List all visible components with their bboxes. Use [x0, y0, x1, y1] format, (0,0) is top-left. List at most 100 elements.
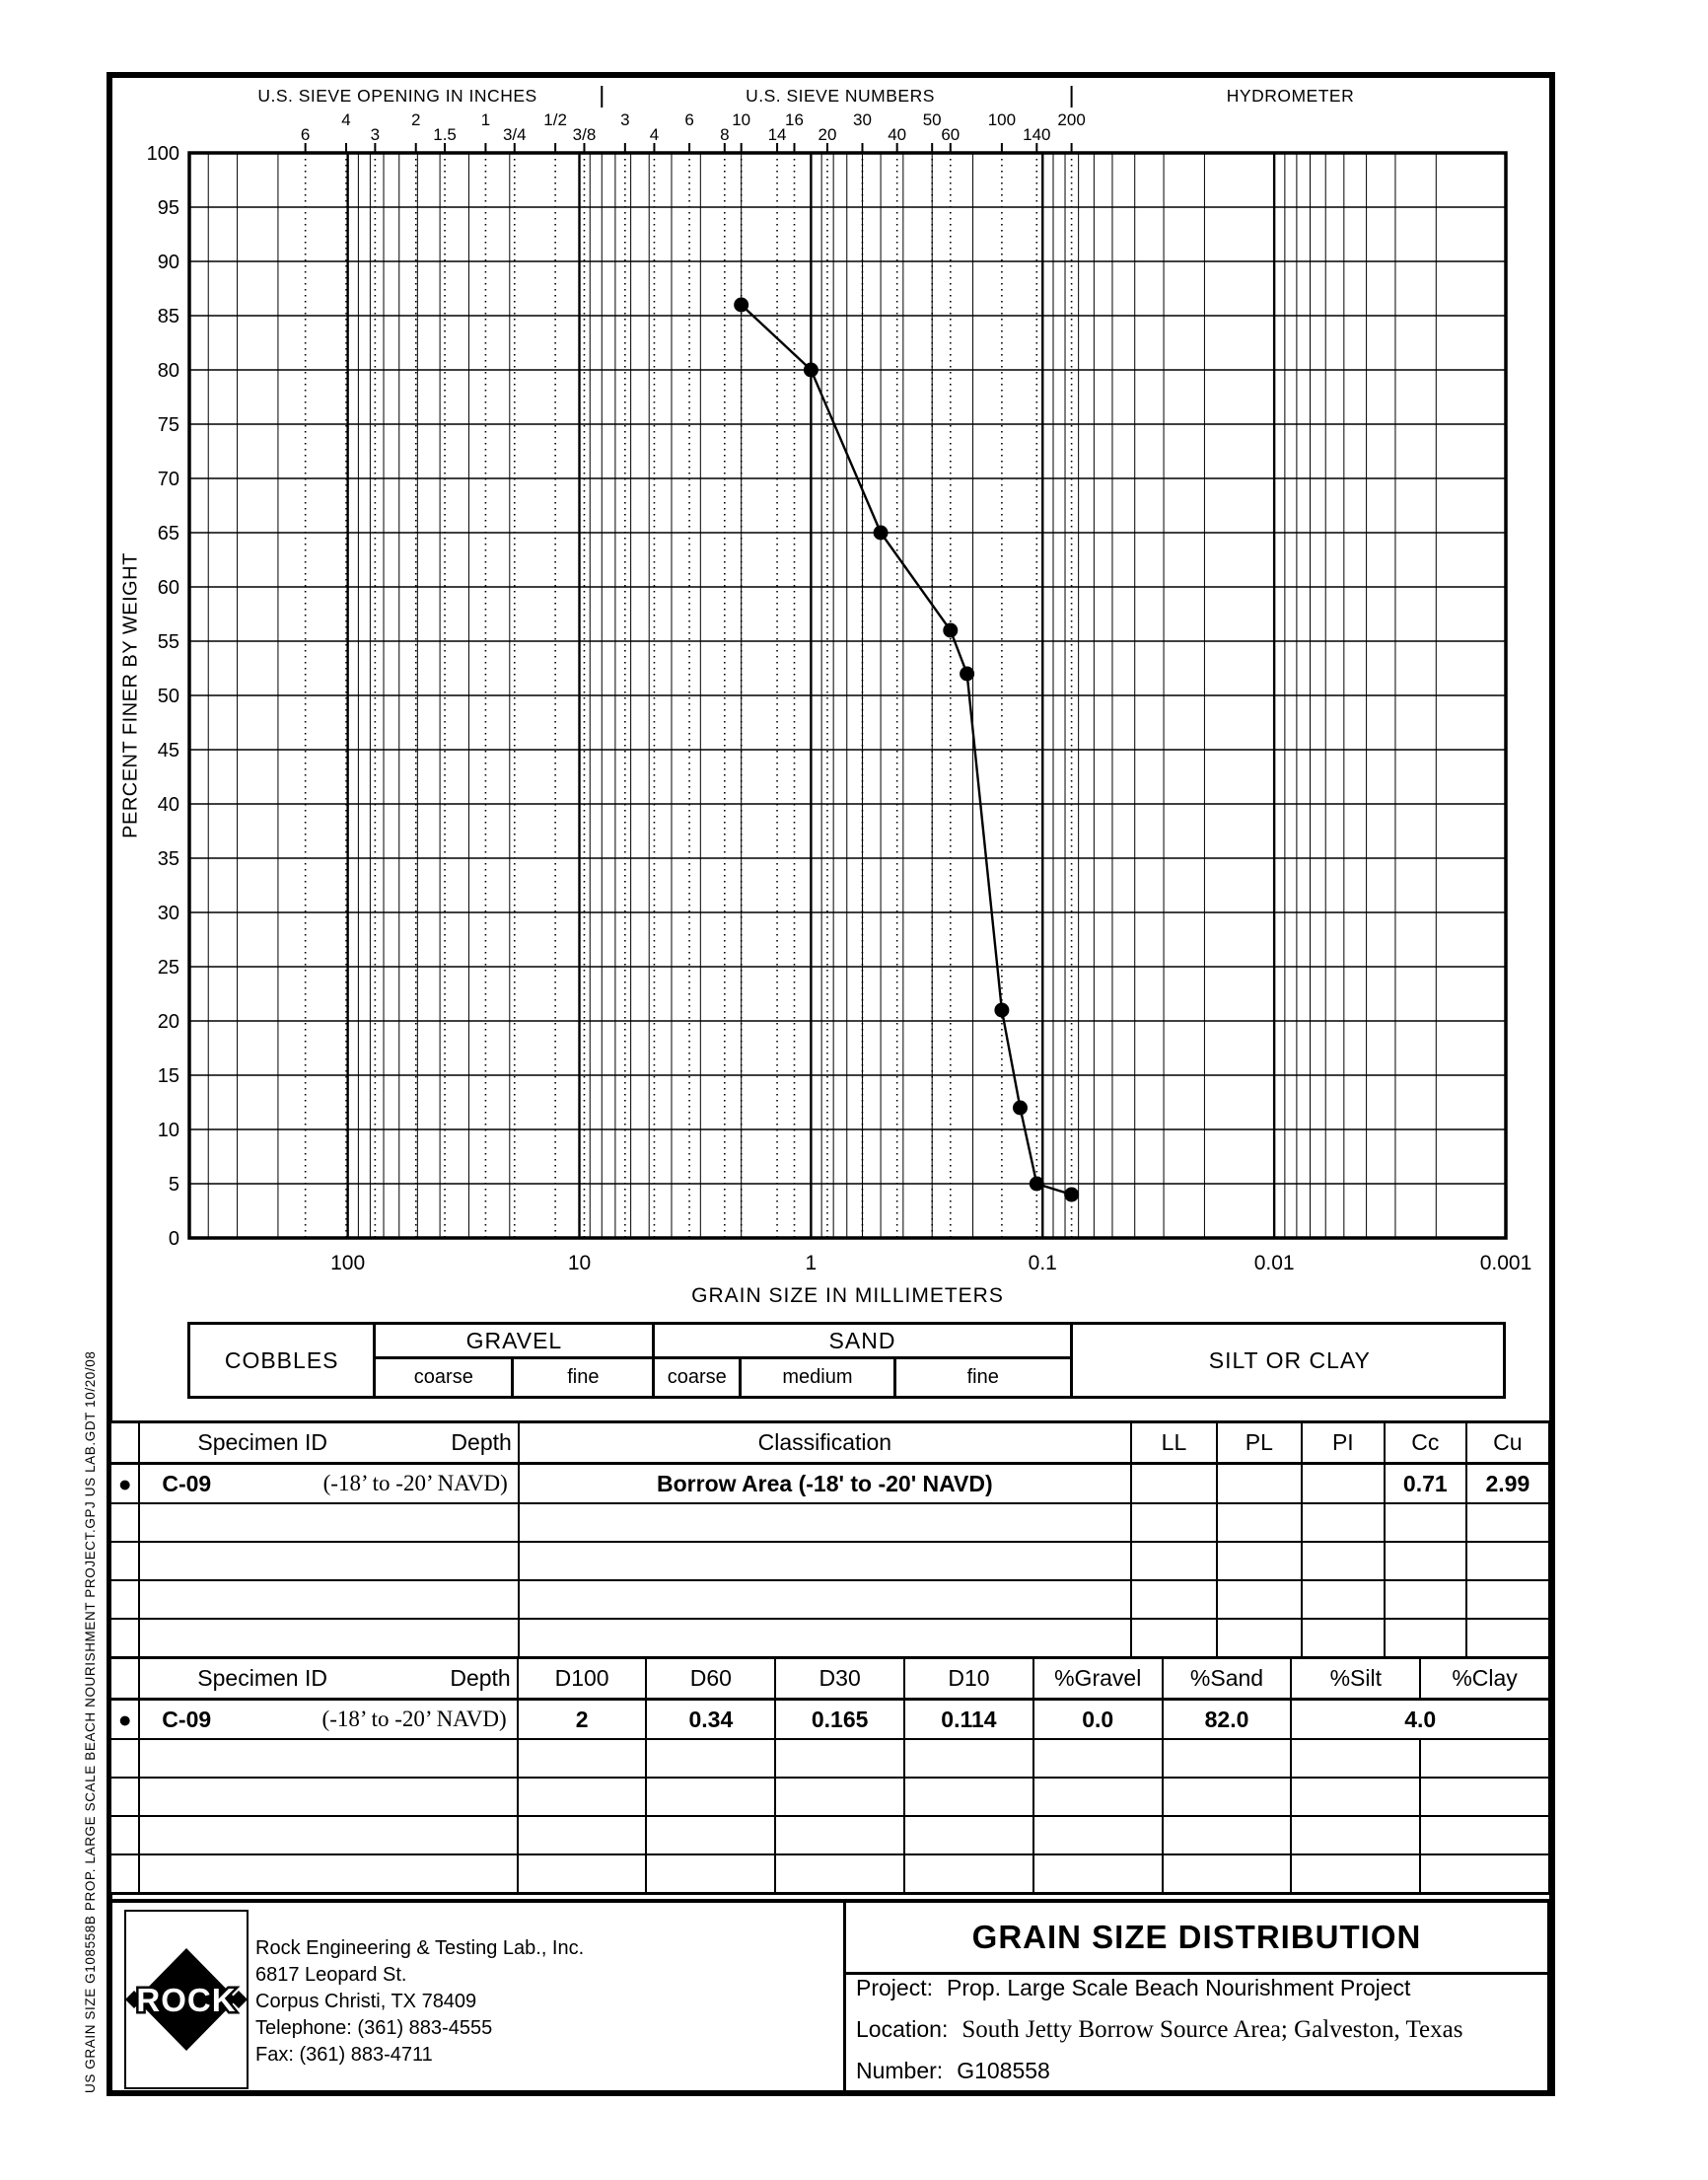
y-tick-label: 40 [158, 794, 179, 816]
empty-cell [903, 1777, 1034, 1817]
header-sieve-numbers-title: U.S. SIEVE NUMBERS [746, 86, 935, 106]
empty-cell [138, 1541, 520, 1581]
specimen-id-value: C-09 [162, 1706, 212, 1732]
class-subgroup-row: coarse medium fine [655, 1359, 1069, 1396]
ll-header: LL [1129, 1420, 1219, 1465]
empty-cell [645, 1815, 777, 1855]
empty-cell [1161, 1815, 1293, 1855]
gravel-header: %Gravel [1032, 1656, 1164, 1701]
empty-cell [1161, 1777, 1293, 1817]
symbol-cell: ● [108, 1462, 141, 1504]
empty-cell [1383, 1502, 1467, 1543]
x-tick-label: 1 [806, 1252, 818, 1274]
symbol-header [108, 1420, 141, 1465]
class-group-silt-or-clay: SILT OR CLAY [1073, 1325, 1507, 1396]
cu-cell: 2.99 [1464, 1462, 1551, 1504]
empty-cell [774, 1815, 906, 1855]
sieve-tick-label: 1 [481, 110, 490, 129]
empty-cell [774, 1853, 906, 1895]
data-point [873, 525, 889, 541]
empty-cell [108, 1579, 141, 1620]
pi-header: PI [1300, 1420, 1386, 1465]
sieve-tick-label: 6 [301, 125, 310, 144]
empty-cell [645, 1738, 777, 1779]
location-value: South Jetty Borrow Source Area; Galvesto… [961, 2016, 1463, 2043]
empty-cell [1419, 1777, 1551, 1817]
sidebar-filename-text: US GRAIN SIZE G108558B PROP. LARGE SCALE… [83, 1350, 98, 2094]
rock-logo-text: ROCK [136, 1982, 236, 2018]
empty-cell [1129, 1541, 1219, 1581]
empty-cell [517, 1541, 1132, 1581]
d60-cell: 0.34 [645, 1698, 777, 1740]
empty-cell [108, 1777, 141, 1817]
y-tick-label: 90 [158, 252, 179, 273]
company-phone: Telephone: (361) 883-4555 [255, 2017, 493, 2039]
y-tick-label: 10 [158, 1120, 179, 1141]
x-axis-title: GRAIN SIZE IN MILLIMETERS [691, 1284, 1004, 1307]
empty-cell [903, 1738, 1034, 1779]
class-group-label: COBBLES [224, 1346, 339, 1373]
depth-value: (-18’ to -20’ NAVD) [321, 1707, 507, 1731]
table-empty-row [108, 1738, 1551, 1779]
sieve-tick-label: 20 [818, 125, 837, 144]
empty-cell [1419, 1815, 1551, 1855]
empty-cell [138, 1618, 520, 1659]
sieve-tick-label: 10 [732, 110, 750, 129]
specimen-row: ● C-09 (-18’ to -20’ NAVD) Borrow Area (-18… [108, 1462, 1551, 1504]
empty-cell [1290, 1815, 1422, 1855]
class-subgroup-label: fine [966, 1366, 999, 1388]
company-street: 6817 Leopard St. [255, 1964, 407, 1986]
y-tick-label: 70 [158, 469, 179, 490]
symbol-header [108, 1656, 141, 1701]
location-row: Location: South Jetty Borrow Source Area… [846, 2016, 1547, 2058]
table-empty-row [108, 1502, 1551, 1543]
pi-cell [1300, 1462, 1386, 1504]
y-tick-label: 20 [158, 1011, 179, 1033]
company-logo: ROCK [124, 1910, 249, 2089]
y-tick-label: 55 [158, 631, 179, 653]
table-header-row: Specimen ID Depth Classification LL PL PI Cc Cu [108, 1420, 1551, 1465]
title-block: ROCK Rock Engineering & Testing Lab., In… [108, 1899, 1551, 2096]
pl-header: PL [1216, 1420, 1303, 1465]
empty-cell [1129, 1579, 1219, 1620]
empty-cell [108, 1502, 141, 1543]
empty-cell [1290, 1853, 1422, 1895]
empty-cell [1161, 1738, 1293, 1779]
empty-cell [516, 1738, 648, 1779]
empty-cell [1032, 1738, 1164, 1779]
empty-cell [138, 1815, 519, 1855]
rock-logo-icon: ROCK [125, 1948, 248, 2051]
empty-cell [138, 1738, 519, 1779]
y-tick-label: 30 [158, 903, 179, 924]
y-tick-label: 25 [158, 957, 179, 979]
empty-cell [138, 1502, 520, 1543]
sieve-tick-label: 3/8 [573, 125, 597, 144]
y-tick-label: 100 [147, 143, 179, 165]
sand-cell: 82.0 [1161, 1698, 1293, 1740]
report-info: GRAIN SIZE DISTRIBUTION Project: Prop. L… [846, 1903, 1547, 2092]
table-empty-row [108, 1541, 1551, 1581]
empty-cell [1129, 1502, 1219, 1543]
empty-cell [1383, 1541, 1467, 1581]
specimen-id-value: C-09 [162, 1470, 212, 1496]
class-subgroup-row: coarse fine [376, 1359, 652, 1396]
table-empty-row [108, 1815, 1551, 1855]
specimen-depth-header: Specimen ID Depth [138, 1420, 520, 1465]
class-subgroup-label: fine [567, 1366, 600, 1388]
report-title: GRAIN SIZE DISTRIBUTION [846, 1903, 1547, 1975]
empty-cell [138, 1853, 519, 1895]
company-name: Rock Engineering & Testing Lab., Inc. [255, 1937, 585, 1959]
symbol-cell: ● [108, 1698, 141, 1740]
y-tick-label: 0 [169, 1228, 179, 1250]
x-tick-label: 100 [330, 1252, 365, 1274]
sieve-tick-label: 8 [720, 125, 729, 144]
specimen-depth-cell: C-09 (-18’ to -20’ NAVD) [138, 1462, 520, 1504]
empty-cell [108, 1738, 141, 1779]
clay-header: %Clay [1419, 1656, 1551, 1701]
y-tick-label: 75 [158, 414, 179, 436]
empty-cell [1419, 1738, 1551, 1779]
data-point [734, 297, 749, 313]
gravel-cell: 0.0 [1032, 1698, 1164, 1740]
empty-cell [108, 1815, 141, 1855]
cu-header: Cu [1464, 1420, 1551, 1465]
